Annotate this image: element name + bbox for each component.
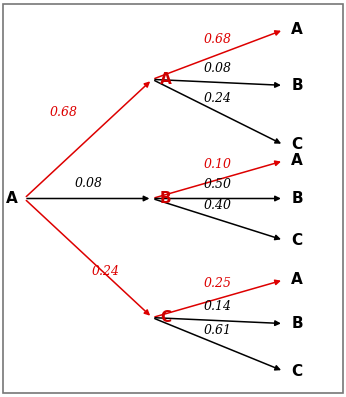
Text: 0.50: 0.50 [204, 178, 232, 191]
Text: A: A [291, 272, 303, 287]
Text: 0.08: 0.08 [204, 62, 232, 75]
Text: B: B [291, 316, 303, 331]
Text: C: C [160, 310, 171, 325]
Text: C: C [291, 233, 302, 248]
Text: B: B [291, 191, 303, 206]
Text: A: A [291, 153, 303, 168]
Text: 0.14: 0.14 [204, 301, 232, 314]
Text: C: C [291, 364, 302, 379]
Text: A: A [291, 22, 303, 37]
Text: 0.24: 0.24 [204, 92, 232, 105]
Text: B: B [291, 78, 303, 93]
Text: B: B [160, 191, 172, 206]
Text: A: A [160, 72, 172, 87]
Text: C: C [291, 137, 302, 152]
Text: 0.10: 0.10 [204, 158, 232, 171]
Text: 0.61: 0.61 [204, 324, 232, 337]
Text: A: A [6, 191, 18, 206]
Text: 0.24: 0.24 [92, 265, 119, 278]
Text: 0.25: 0.25 [204, 277, 232, 290]
Text: 0.40: 0.40 [204, 199, 232, 212]
Text: 0.08: 0.08 [74, 177, 102, 190]
Text: 0.68: 0.68 [50, 106, 78, 119]
Text: 0.68: 0.68 [204, 33, 232, 46]
